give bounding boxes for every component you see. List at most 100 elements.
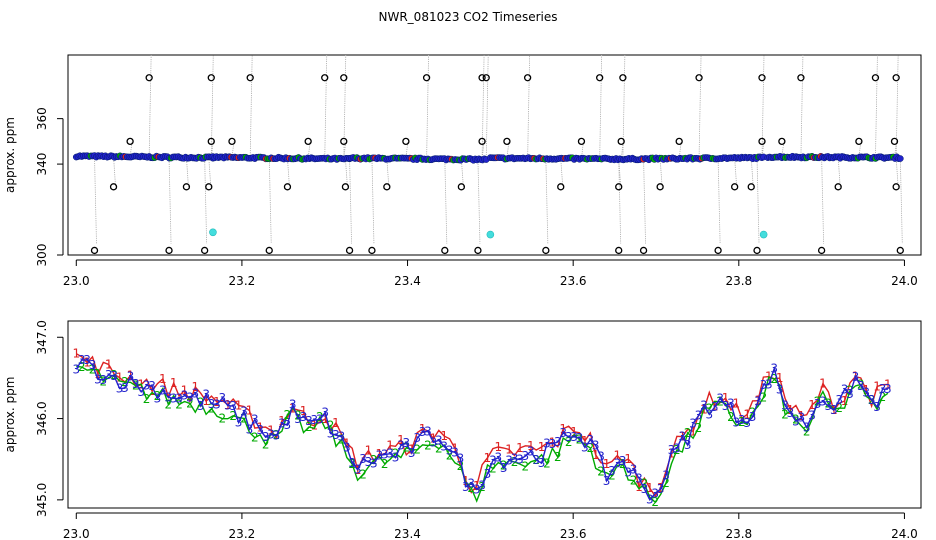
series-marker-2: 2 xyxy=(294,408,302,422)
x-tick-label: 23.2 xyxy=(229,527,256,540)
outlier-point xyxy=(656,183,664,191)
series-marker-1: 1 xyxy=(776,371,784,385)
series-marker-2: 2 xyxy=(305,420,313,434)
outlier-point xyxy=(422,74,431,82)
series-marker-2: 2 xyxy=(673,443,681,457)
series-marker-3: 3 xyxy=(219,391,227,405)
spike-line xyxy=(210,54,214,158)
series-marker-3: 3 xyxy=(722,399,730,413)
series-marker-3: 3 xyxy=(116,382,124,396)
series-marker-1: 1 xyxy=(787,403,795,417)
series-marker-3: 3 xyxy=(348,456,356,470)
spike-line xyxy=(386,158,390,187)
outlier-point xyxy=(283,183,292,191)
x-tick-label: 23.8 xyxy=(725,274,752,288)
series-marker-3: 3 xyxy=(457,452,465,466)
series-marker-3: 3 xyxy=(835,393,843,407)
outlier-point xyxy=(747,183,755,191)
spike-line xyxy=(837,157,841,187)
series-marker-2: 2 xyxy=(370,453,378,467)
series-marker-3: 3 xyxy=(300,410,308,424)
series-marker-2: 2 xyxy=(283,408,291,422)
series-marker-3: 3 xyxy=(576,431,584,445)
series-marker-1: 1 xyxy=(614,448,622,462)
series-marker-3: 3 xyxy=(565,430,573,444)
outlier-point xyxy=(871,74,880,82)
outlier-point xyxy=(145,74,153,82)
spike-line xyxy=(371,158,375,244)
series-marker-1: 1 xyxy=(635,480,643,494)
series-marker-3: 3 xyxy=(505,454,513,468)
series-marker-3: 3 xyxy=(451,446,459,460)
outlier-point xyxy=(753,246,761,255)
outlier-point xyxy=(834,183,842,191)
series-marker-1: 1 xyxy=(484,451,492,465)
outlier-point xyxy=(402,137,410,146)
outlier-point xyxy=(714,246,722,255)
series-marker-3: 3 xyxy=(283,418,291,432)
series-marker-2: 2 xyxy=(760,391,768,405)
series-marker-1: 1 xyxy=(549,436,557,450)
series-marker-2: 2 xyxy=(132,379,140,393)
series-marker-1: 1 xyxy=(235,399,243,413)
series-marker-3: 3 xyxy=(359,452,367,466)
series-marker-3: 3 xyxy=(127,369,135,383)
outlier-point xyxy=(126,137,134,146)
outlier-point xyxy=(200,246,209,255)
plot-frame xyxy=(67,54,922,256)
outlier-point xyxy=(731,183,739,191)
series-marker-1: 1 xyxy=(375,447,383,461)
spike-line xyxy=(249,54,253,158)
series-marker-3: 3 xyxy=(154,391,162,405)
series-marker-3: 3 xyxy=(651,487,659,501)
spike-line xyxy=(560,158,564,187)
series-marker-2: 2 xyxy=(121,375,129,389)
y-tick-label: 346.0 xyxy=(35,401,49,435)
series-marker-1: 1 xyxy=(246,404,254,418)
calibration-point xyxy=(486,230,495,239)
series-marker-3: 3 xyxy=(83,353,91,367)
series-marker-2: 2 xyxy=(154,389,162,403)
outlier-point xyxy=(228,137,236,146)
series-marker-3: 3 xyxy=(711,400,719,414)
outlier-point xyxy=(207,137,215,146)
series-marker-2: 2 xyxy=(338,432,346,446)
series-marker-2: 2 xyxy=(100,374,108,388)
spike-line xyxy=(895,54,899,158)
spike-line xyxy=(460,159,464,187)
x-tick-label: 24.0 xyxy=(891,274,918,288)
series-marker-2: 2 xyxy=(749,405,757,419)
series-marker-3: 3 xyxy=(338,430,346,444)
series-marker-1: 1 xyxy=(624,452,632,466)
series-marker-1: 1 xyxy=(278,414,286,428)
outlier-point xyxy=(695,74,703,82)
series-marker-3: 3 xyxy=(354,463,362,477)
series-marker-1: 1 xyxy=(267,423,275,437)
series-marker-2: 2 xyxy=(467,481,475,495)
series-marker-1: 1 xyxy=(689,424,697,438)
series-marker-2: 2 xyxy=(359,467,367,481)
series-marker-3: 3 xyxy=(246,422,254,436)
outlier-point xyxy=(441,246,449,255)
y-tick-label: 347.0 xyxy=(35,320,49,354)
spike-line xyxy=(485,54,489,160)
x-axis: 23.0 23.2 23.4 23.6 23.8 24.0 xyxy=(63,259,918,288)
series-marker-1: 1 xyxy=(105,357,113,371)
series-marker-2: 2 xyxy=(543,457,551,471)
outlier-point xyxy=(797,74,805,82)
series-marker-2: 2 xyxy=(565,435,573,449)
chart-title: NWR_081023 CO2 Timeseries xyxy=(379,10,558,24)
series-marker-3: 3 xyxy=(549,437,557,451)
series-marker-2: 2 xyxy=(435,442,443,456)
series-marker-3: 3 xyxy=(473,483,481,497)
series-marker-2: 2 xyxy=(143,392,151,406)
baseline-points xyxy=(72,152,904,164)
series-marker-1: 1 xyxy=(321,412,329,426)
series-line-1 xyxy=(75,353,888,498)
series-marker-3: 3 xyxy=(678,429,686,443)
series-marker-3: 3 xyxy=(381,447,389,461)
spike-line xyxy=(750,157,754,187)
series-marker-3: 3 xyxy=(808,409,816,423)
spike-line xyxy=(324,54,328,159)
